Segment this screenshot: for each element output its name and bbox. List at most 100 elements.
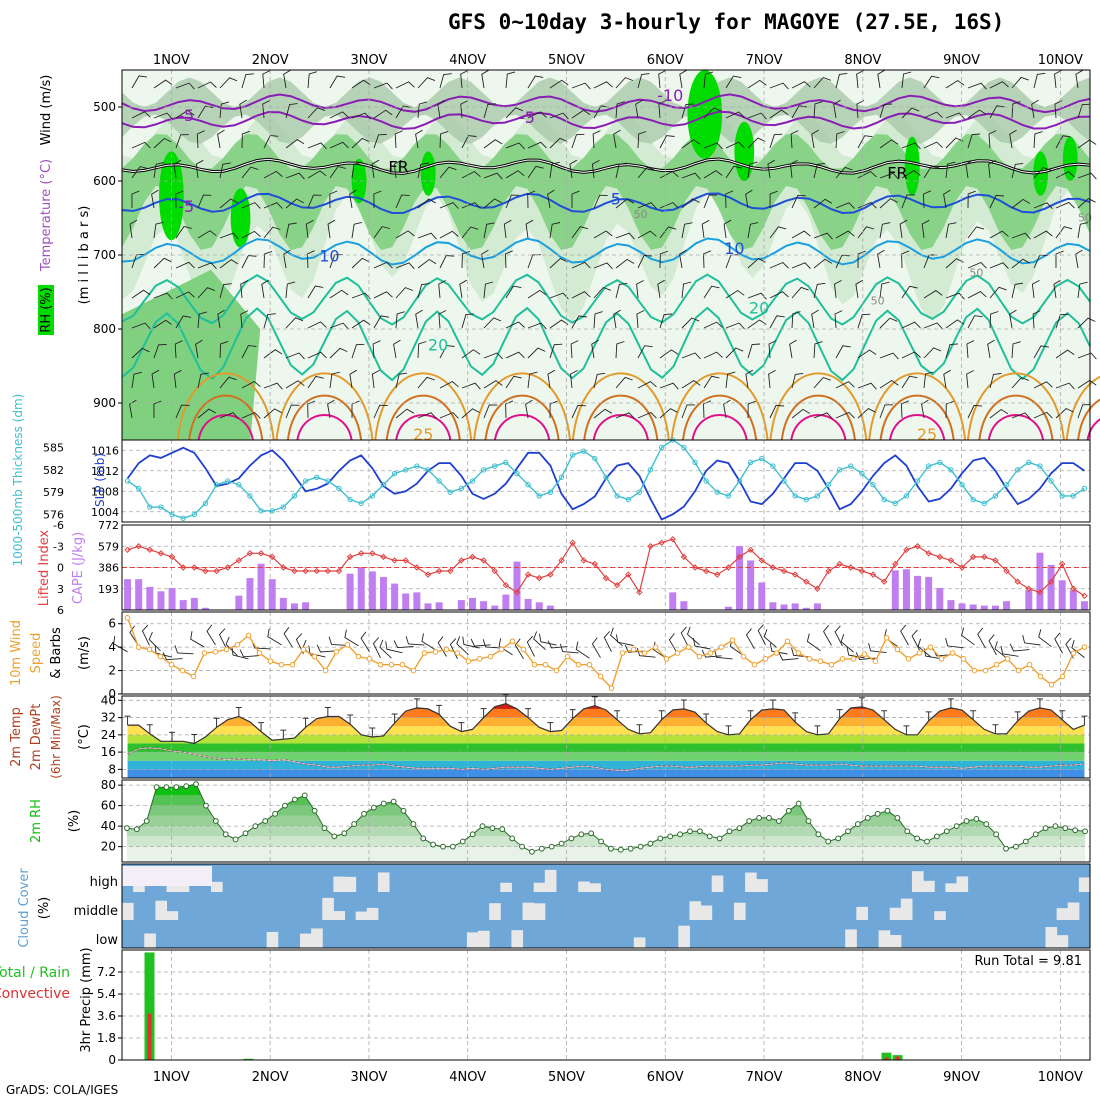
upper-wind-barb — [813, 412, 833, 420]
upper-wind-barb — [417, 162, 429, 179]
rh2m-point — [282, 802, 288, 809]
thickness-point — [536, 493, 542, 499]
upper-wind-barb — [791, 408, 811, 419]
li-tick-label: 0 — [57, 562, 64, 575]
rh2m-point — [489, 825, 496, 832]
rh2m-point — [647, 840, 654, 847]
rh2m-point — [598, 838, 604, 845]
surface-wind-barb — [462, 636, 480, 649]
upper-wind-barb — [701, 219, 710, 239]
upper-wind-barb — [373, 134, 387, 149]
upper-wind-barb — [153, 162, 164, 179]
upper-wind-barb — [1033, 72, 1046, 89]
thickness-point — [391, 470, 398, 477]
upper-wind-barb — [505, 194, 520, 209]
wind-speed-point — [245, 632, 252, 639]
upper-wind-barb — [789, 339, 797, 359]
upper-wind-barb — [921, 399, 929, 419]
rh2m-point — [1062, 825, 1069, 832]
upper-wind-barb — [923, 111, 943, 119]
upper-wind-barb — [571, 261, 591, 269]
upper-wind-barb — [747, 112, 767, 120]
wind-speed-point — [212, 649, 219, 655]
surface-wind-barb — [385, 641, 403, 654]
lifted-index-point — [1025, 585, 1033, 592]
upper-wind-barb — [504, 250, 513, 269]
wind-speed-point — [960, 656, 967, 662]
wind-speed-point — [487, 653, 494, 660]
surface-wind-barb — [652, 641, 667, 659]
isotherm-dome-25 — [473, 372, 572, 441]
thickness-point — [291, 493, 298, 499]
temp-tick-label: 16 — [101, 745, 116, 759]
upper-wind-barb — [393, 159, 402, 179]
thickness-point — [369, 493, 376, 499]
upper-wind-barb — [263, 313, 276, 329]
lifted-index-point — [625, 571, 632, 578]
surface-wind-barb — [668, 633, 678, 654]
upper-wind-barb — [1075, 69, 1084, 89]
lifted-index-point — [714, 571, 721, 578]
upper-wind-barb — [395, 81, 415, 89]
bottom-day-label: 6NOV — [647, 1070, 684, 1085]
wind-speed-point — [707, 650, 714, 656]
isotherm-dome-25 — [275, 372, 374, 441]
upper-wind-barb — [967, 82, 987, 90]
upper-wind-barb — [1075, 249, 1083, 269]
lifted-index-point — [202, 567, 209, 575]
upper-wind-barb — [901, 107, 920, 119]
isotherm-dome-30 — [780, 394, 856, 441]
cape-bar — [491, 605, 499, 610]
upper-wind-barb — [329, 371, 340, 389]
rh-high-pocket — [351, 158, 367, 204]
upper-wind-barb — [571, 82, 591, 90]
upper-wind-barb — [351, 137, 370, 149]
rh-high-pocket — [734, 121, 755, 181]
rh2m-point — [696, 828, 703, 835]
upper-wind-barb — [571, 109, 591, 119]
upper-wind-barb — [263, 202, 283, 209]
thickness-point — [135, 485, 142, 492]
surface-wind-barb — [823, 625, 832, 646]
rh2m-point — [825, 838, 832, 845]
rh2m-point — [351, 821, 358, 827]
thickness-point — [1037, 463, 1043, 469]
upper-wind-barb — [241, 130, 251, 149]
cape-bar — [535, 602, 543, 610]
wind-speed-point — [289, 661, 296, 668]
run-total-annotation: Run Total = 9.81 — [974, 954, 1082, 969]
wind-tick-label: 6 — [108, 617, 116, 631]
top-day-label: 2NOV — [252, 53, 289, 68]
rh2m-point — [193, 781, 199, 787]
rh2m-point — [578, 831, 585, 838]
upper-wind-barb — [791, 372, 804, 389]
upper-wind-barb — [1077, 172, 1097, 180]
isotherm-dome-30 — [1077, 398, 1100, 441]
upper-wind-barb — [901, 375, 918, 389]
upper-wind-barb — [525, 219, 534, 239]
rh2m-point — [469, 831, 476, 838]
upper-wind-barb — [879, 379, 899, 389]
lifted-index-point — [602, 574, 610, 582]
upper-wind-barb — [505, 351, 525, 359]
upper-wind-barb — [1077, 198, 1096, 209]
wind-speed-point — [443, 646, 450, 653]
cape-tick-label: 772 — [98, 519, 119, 532]
thickness-point — [180, 515, 186, 521]
isotherm-dome-25 — [769, 372, 868, 441]
wind-speed-point — [1026, 661, 1033, 668]
upper-wind-barb — [681, 404, 695, 419]
rh2m-point — [904, 828, 911, 835]
wind-speed-point — [564, 653, 571, 660]
li-tick-label: 3 — [57, 583, 64, 596]
precip-total-bar — [144, 952, 155, 1060]
upper-wind-barb — [813, 101, 823, 119]
upper-wind-barb — [636, 310, 645, 329]
upper-wind-barb — [394, 130, 403, 149]
cloud-gap-cell — [533, 882, 546, 892]
upper-wind-barb — [592, 130, 601, 149]
upper-wind-barb — [615, 232, 635, 240]
upper-wind-barb — [681, 317, 700, 329]
isotherm-dome-35 — [1086, 418, 1100, 441]
upper-wind-barb — [768, 370, 776, 389]
